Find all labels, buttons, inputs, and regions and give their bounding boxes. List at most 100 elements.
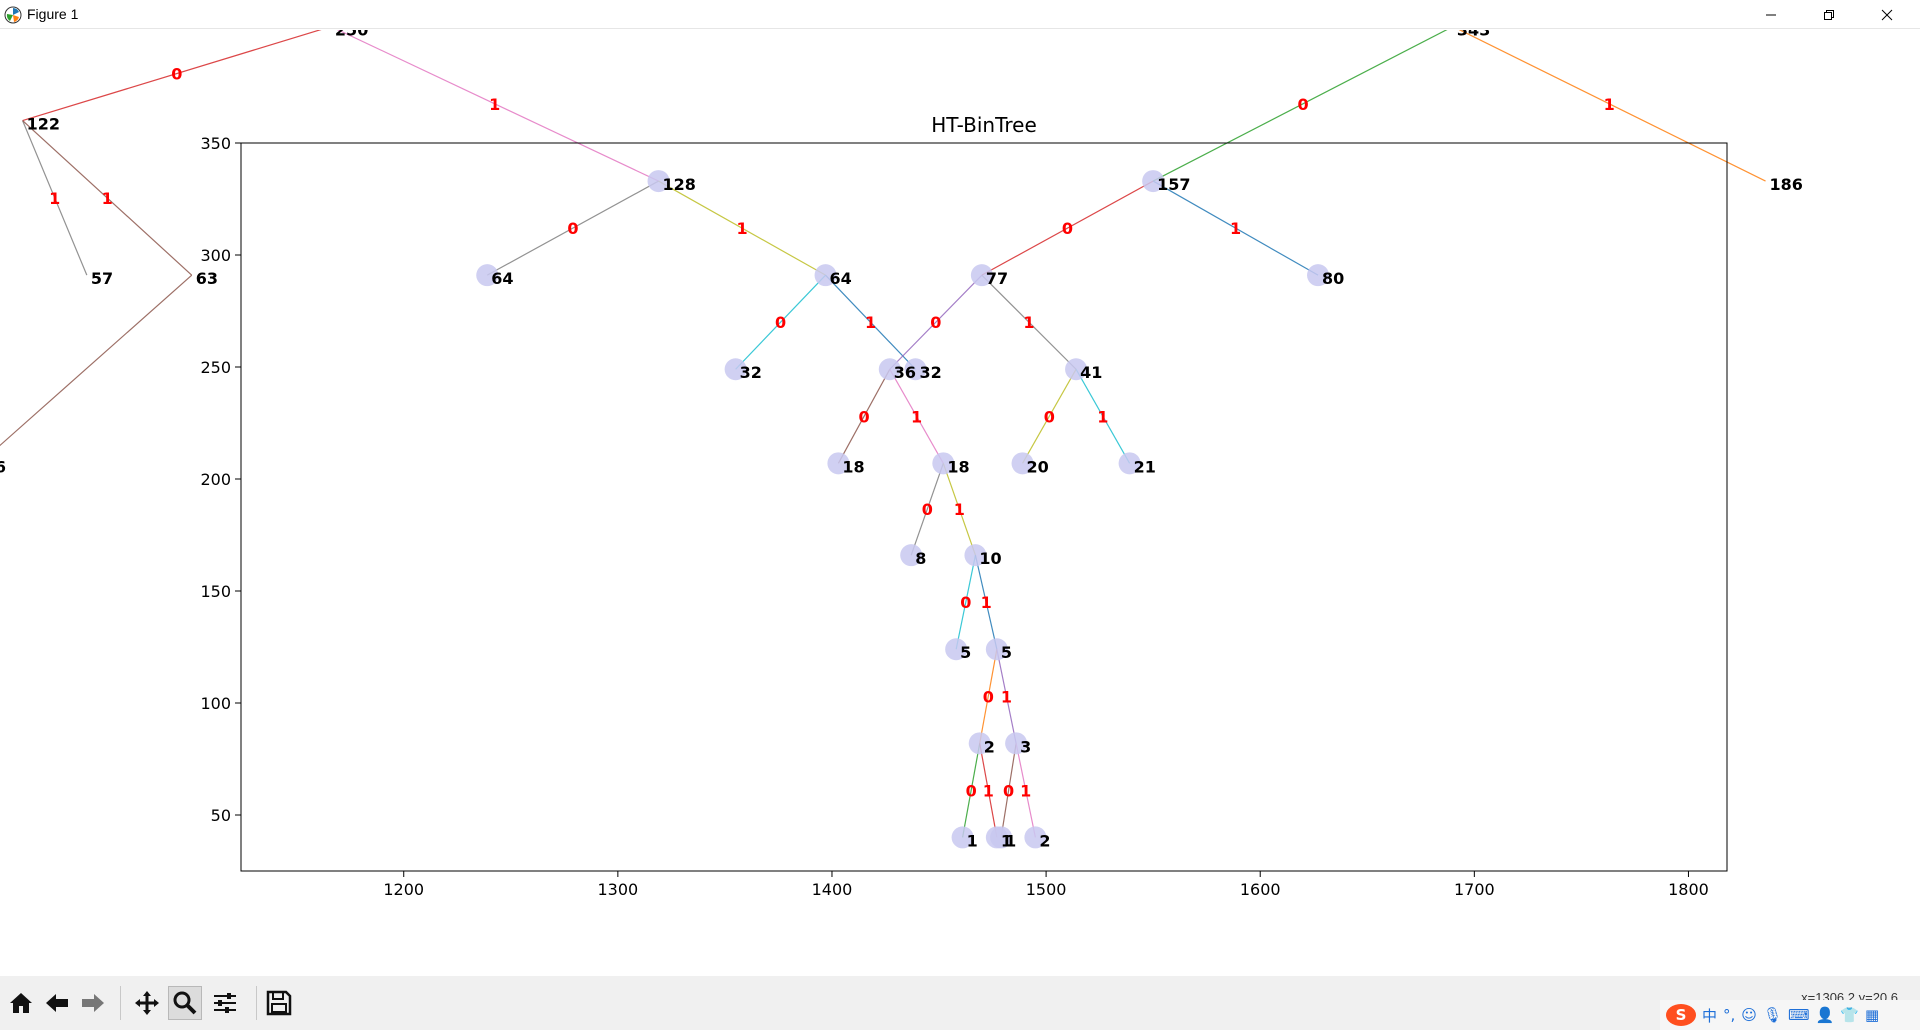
- node-label-layer: 2503431221281571865763646477803236324116…: [0, 30, 1803, 850]
- edge-bit-label: 1: [1604, 95, 1615, 114]
- tree-edge: [979, 743, 998, 838]
- edge-bit-label: 0: [1062, 219, 1073, 238]
- tree-node-marker: [1065, 358, 1088, 381]
- minimize-button[interactable]: [1742, 0, 1800, 29]
- edge-bit-label: 0: [775, 313, 786, 332]
- x-tick-label: 1400: [812, 880, 853, 899]
- forward-button[interactable]: [76, 986, 110, 1020]
- restore-button[interactable]: [1800, 0, 1858, 29]
- ime-mode[interactable]: 中: [1702, 1006, 1718, 1025]
- node-weight-label: 21: [1134, 457, 1156, 476]
- tree-edge: [1075, 368, 1131, 464]
- toolbar-separator: [256, 986, 257, 1020]
- node-weight-label: 64: [491, 269, 513, 288]
- tree-node-marker: [827, 452, 850, 475]
- node-weight-label: 18: [842, 457, 864, 476]
- edge-bit-label: 0: [922, 500, 933, 519]
- edge-bit-label: 0: [1003, 781, 1014, 800]
- keyboard-icon[interactable]: ⌨: [1787, 1006, 1810, 1024]
- zoom-button[interactable]: [168, 986, 202, 1020]
- edge-bit-label: 0: [1297, 95, 1308, 114]
- axes-frame: [240, 142, 1728, 872]
- configure-subplots-button[interactable]: [208, 986, 242, 1020]
- window-titlebar: Figure 1: [0, 0, 1920, 29]
- tree-edge: [974, 555, 998, 650]
- tree-node-marker: [945, 638, 968, 661]
- emoji-icon[interactable]: ☺: [1741, 1006, 1757, 1024]
- tree-edge: [22, 120, 88, 276]
- edge-bit-label: 1: [1001, 687, 1012, 706]
- edge-bit-label: 0: [1044, 407, 1055, 426]
- node-weight-label: 32: [919, 363, 941, 382]
- user-icon[interactable]: 👤: [1815, 1006, 1835, 1024]
- node-weight-label: 2: [1039, 831, 1050, 850]
- sogou-logo[interactable]: S: [1666, 1004, 1696, 1026]
- node-weight-label: 80: [1322, 269, 1344, 288]
- tree-node-marker: [985, 638, 1008, 661]
- tree-node-marker: [968, 732, 991, 755]
- figure-canvas[interactable]: 010101110101010101010101010101 250343122…: [0, 30, 1920, 976]
- grid-icon[interactable]: ▦: [1865, 1006, 1880, 1024]
- tree-node-marker: [647, 170, 670, 193]
- edge-bit-label: 1: [49, 189, 60, 208]
- tree-edge: [658, 180, 826, 276]
- node-weight-label: 343: [1457, 30, 1490, 40]
- tree-edge: [961, 743, 981, 838]
- node-weight-label: 57: [91, 269, 113, 288]
- tree-node-marker: [932, 452, 955, 475]
- x-tick-label: 1700: [1454, 880, 1495, 899]
- tree-edge: [889, 368, 944, 464]
- pan-button[interactable]: [130, 986, 164, 1020]
- node-weight-label: 5: [960, 643, 971, 662]
- node-weight-label: 157: [1157, 175, 1190, 194]
- node-weight-label: 1: [1001, 831, 1012, 850]
- tree-node-marker: [1307, 264, 1330, 287]
- edge-label-layer: 010101110101010101010101010101: [49, 65, 1615, 801]
- y-tick-label: 200: [200, 470, 231, 489]
- tree-node-marker: [990, 826, 1013, 849]
- node-weight-label: 63: [196, 269, 218, 288]
- edge-bit-label: 1: [736, 219, 747, 238]
- home-button[interactable]: [4, 986, 38, 1020]
- x-tick-label: 1800: [1668, 880, 1709, 899]
- edge-bit-label: 1: [981, 593, 992, 612]
- tree-edge: [825, 274, 916, 370]
- edge-bit-label: 1: [865, 313, 876, 332]
- shirt-icon[interactable]: 👕: [1840, 1006, 1860, 1024]
- back-button[interactable]: [40, 986, 74, 1020]
- tree-edge: [1022, 368, 1077, 464]
- node-weight-label: 3: [1020, 737, 1031, 756]
- tree-node-marker: [878, 358, 901, 381]
- edge-bit-label: 0: [966, 781, 977, 800]
- tree-edge: [22, 30, 322, 122]
- node-weight-label: 10: [979, 549, 1001, 568]
- matplotlib-icon: [4, 6, 22, 24]
- node-weight-label: 8: [915, 549, 926, 568]
- tree-edge: [981, 274, 1077, 370]
- tree-node-marker: [904, 358, 927, 381]
- edge-bit-label: 0: [171, 65, 182, 84]
- tree-node-marker: [964, 544, 987, 567]
- node-weight-label: 2: [984, 737, 995, 756]
- ht-bintree-chart: 010101110101010101010101010101 250343122…: [0, 30, 1803, 899]
- ime-punctuation[interactable]: °,: [1723, 1006, 1736, 1024]
- tree-node-marker: [900, 544, 923, 567]
- node-weight-label: 20: [1027, 457, 1049, 476]
- tree-node-marker: [1011, 452, 1034, 475]
- edge-bit-label: 0: [960, 593, 971, 612]
- tree-edge: [486, 180, 659, 276]
- save-button[interactable]: [262, 986, 296, 1020]
- tree-edge: [942, 463, 977, 556]
- tree-edge: [979, 649, 998, 744]
- tree-edge: [0, 274, 193, 447]
- x-tick-label: 1600: [1240, 880, 1281, 899]
- microphone-icon[interactable]: 🎙: [1762, 1006, 1782, 1024]
- minimize-icon: [1766, 14, 1776, 15]
- close-button[interactable]: [1858, 0, 1916, 29]
- pan-icon: [135, 991, 159, 1015]
- node-weight-label: 1: [1005, 831, 1016, 850]
- x-tick-label: 1200: [383, 880, 424, 899]
- node-weight-label: 250: [335, 30, 368, 40]
- edge-bit-label: 1: [911, 407, 922, 426]
- toolbar-separator: [120, 986, 121, 1020]
